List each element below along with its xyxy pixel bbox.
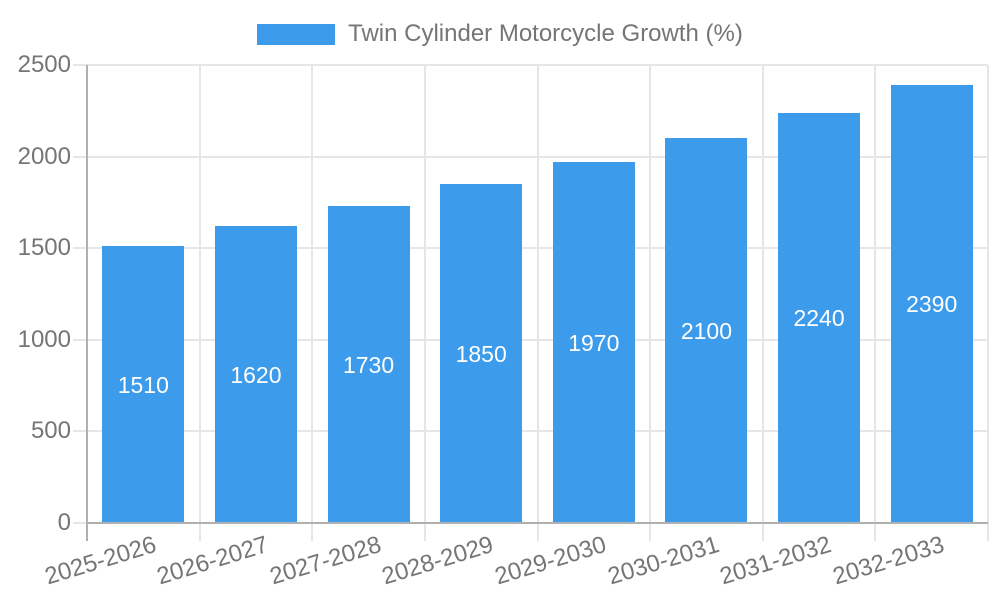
x-tick-label: 2027-2028 xyxy=(266,531,385,591)
bar-value-label: 2100 xyxy=(680,317,733,344)
bar[interactable] xyxy=(552,162,635,523)
bar[interactable] xyxy=(214,226,297,523)
y-axis-tick xyxy=(73,247,87,249)
bar[interactable] xyxy=(778,112,861,523)
y-tick-label: 1500 xyxy=(17,234,71,261)
legend-swatch xyxy=(257,23,336,45)
bar-value-label: 1730 xyxy=(342,351,395,378)
x-tick-label: 2028-2029 xyxy=(379,531,497,591)
legend[interactable]: Twin Cylinder Motorcycle Growth (%) xyxy=(0,20,1000,48)
bar-value-label: 1970 xyxy=(568,329,620,356)
bar-value-label: 2390 xyxy=(906,291,958,318)
v-gridline xyxy=(649,65,651,541)
legend-label: Twin Cylinder Motorcycle Growth (%) xyxy=(348,20,743,47)
bar-value-label: 1850 xyxy=(455,340,507,367)
x-tick-label: 2030-2031 xyxy=(604,531,723,591)
y-tick-label: 0 xyxy=(57,509,71,536)
v-gridline xyxy=(311,65,313,541)
v-gridline xyxy=(424,65,426,541)
y-axis-tick xyxy=(73,156,87,158)
y-axis-tick xyxy=(73,64,87,66)
bar[interactable] xyxy=(327,206,410,523)
y-tick-label: 2500 xyxy=(17,51,71,78)
bar-value-label: 2240 xyxy=(793,304,845,331)
bar[interactable] xyxy=(665,138,748,523)
y-axis-tick xyxy=(73,430,87,432)
y-axis-tick xyxy=(73,522,87,524)
y-axis-tick xyxy=(73,339,87,341)
bar[interactable] xyxy=(440,184,523,523)
v-gridline xyxy=(762,65,764,541)
x-tick-label: 2025-2026 xyxy=(41,531,159,591)
x-tick-label: 2032-2033 xyxy=(829,531,948,591)
x-tick-label: 2026-2027 xyxy=(153,531,272,591)
bar-value-label: 1510 xyxy=(117,371,169,398)
v-gridline xyxy=(987,65,989,541)
v-gridline xyxy=(874,65,876,541)
bar[interactable] xyxy=(890,85,973,523)
x-tick-label: 2031-2032 xyxy=(717,531,835,591)
bar[interactable] xyxy=(102,246,185,523)
y-tick-label: 1000 xyxy=(17,326,71,353)
bar-value-label: 1620 xyxy=(230,361,282,388)
x-axis-line xyxy=(87,522,988,524)
v-gridline xyxy=(199,65,201,541)
y-tick-label: 2000 xyxy=(17,143,71,170)
x-tick-label: 2029-2030 xyxy=(491,531,610,591)
y-tick-label: 500 xyxy=(30,417,71,444)
v-gridline xyxy=(537,65,539,541)
y-axis-line xyxy=(86,65,88,541)
